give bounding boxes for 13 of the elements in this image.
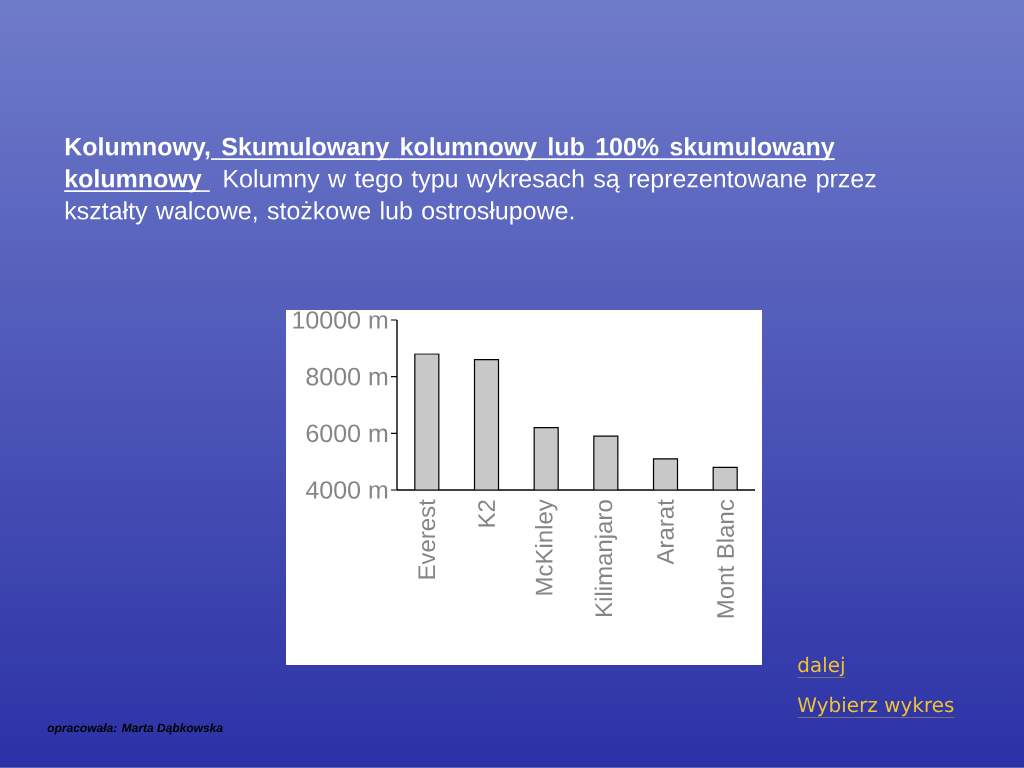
y-tick-label: 6000 m — [306, 424, 388, 443]
text: Wybierz wykres — [797, 696, 954, 717]
y-tick-label: 8000 m — [306, 367, 388, 386]
x-tick-label: Kilimanjaro — [594, 500, 618, 616]
x-tick-label: McKinley — [534, 499, 558, 595]
y-tick-label: 10000 m — [293, 311, 388, 329]
text: dalej — [798, 656, 844, 677]
x-tick-label: Mont Blanc — [716, 499, 734, 618]
x-tick-label: Everest — [418, 499, 436, 579]
x-tick-label: K2 — [478, 500, 495, 527]
y-tick-label: 4000 m — [306, 481, 388, 499]
text: opracowała: Marta Dąbkowska — [47, 723, 223, 735]
x-tick-label: Ararat — [657, 499, 674, 565]
